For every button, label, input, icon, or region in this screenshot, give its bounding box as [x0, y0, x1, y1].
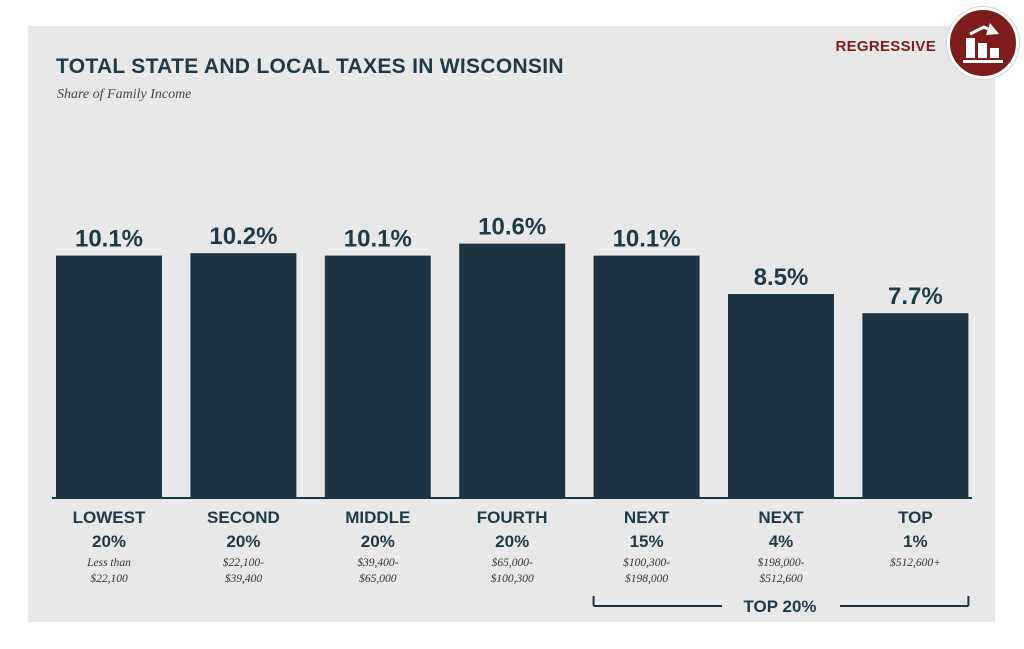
income-range-label: $100,300	[490, 573, 534, 585]
bar	[190, 253, 297, 498]
bar	[862, 313, 969, 498]
income-range-label: $65,000-	[491, 557, 533, 569]
bar	[324, 255, 431, 498]
chart-title: TOTAL STATE AND LOCAL TAXES IN WISCONSIN	[56, 55, 564, 78]
regressive-bar-chart-icon	[947, 7, 1019, 79]
income-range-label: $22,100	[90, 573, 128, 585]
category-label: 20%	[360, 532, 395, 551]
bar-value-label: 10.2%	[209, 223, 277, 250]
income-range-label: $198,000-	[757, 557, 805, 569]
bar-value-label: 7.7%	[888, 283, 943, 310]
category-label: LOWEST	[72, 508, 146, 527]
category-label: TOP	[898, 508, 933, 527]
category-label: 15%	[629, 532, 664, 551]
chart-subtitle: Share of Family Income	[57, 87, 192, 102]
income-range-label: $22,100-	[222, 557, 264, 569]
bar-value-label: 10.1%	[344, 226, 412, 253]
regressive-label: REGRESSIVE	[835, 38, 936, 55]
top-20-bracket-label: TOP 20%	[743, 597, 817, 616]
category-label: 20%	[226, 532, 261, 551]
category-label: 20%	[495, 532, 530, 551]
income-range-label: $512,600	[759, 573, 803, 585]
bar-value-label: 10.1%	[613, 226, 681, 253]
income-range-label: Less than	[87, 557, 131, 569]
category-label: MIDDLE	[345, 508, 411, 527]
category-label: 20%	[91, 532, 127, 551]
bar-value-label: 10.1%	[75, 226, 143, 253]
category-label: 1%	[903, 532, 928, 551]
category-label: NEXT	[623, 508, 670, 527]
income-range-label: $512,600+	[889, 557, 941, 569]
category-label: SECOND	[207, 508, 280, 527]
bar	[728, 294, 834, 498]
bar	[459, 243, 566, 498]
category-label: NEXT	[758, 508, 804, 527]
income-range-label: $65,000	[359, 573, 397, 585]
category-label: 4%	[768, 532, 794, 551]
income-range-label: $100,300-	[623, 557, 671, 569]
income-range-label: $39,400-	[357, 557, 399, 569]
income-range-label: $39,400	[224, 573, 263, 585]
income-range-label: $198,000	[625, 573, 669, 585]
category-label: FOURTH	[476, 508, 548, 527]
bar-value-label: 8.5%	[754, 264, 809, 291]
bar-value-label: 10.6%	[478, 214, 546, 241]
bar	[593, 255, 700, 498]
bar	[56, 255, 162, 498]
